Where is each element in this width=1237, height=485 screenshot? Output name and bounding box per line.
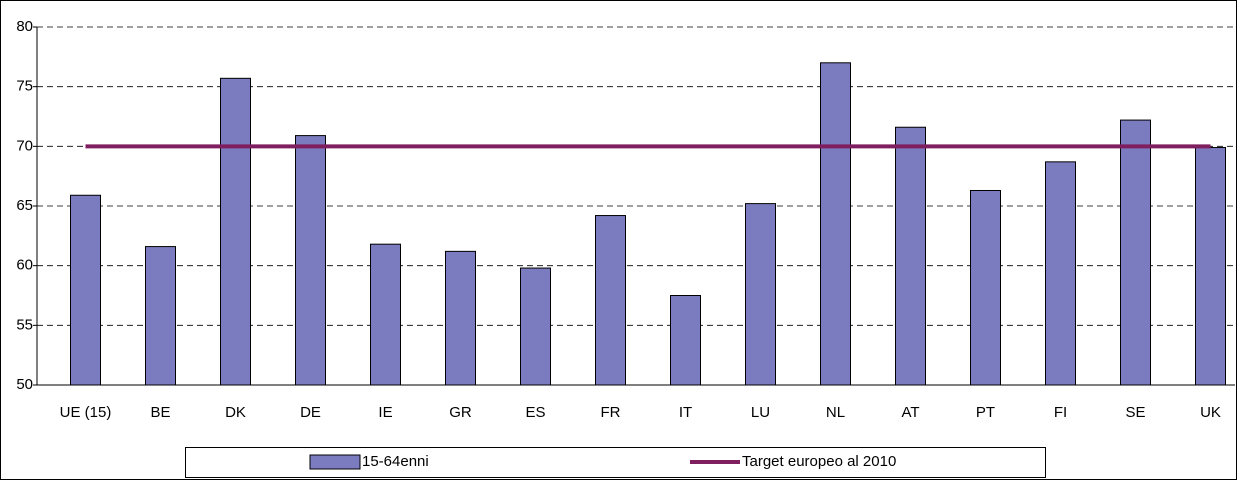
bar [1195,147,1226,386]
bar [670,295,701,386]
x-tick-label: GR [449,404,472,421]
x-tick-label: FI [1054,404,1067,421]
bar [370,243,401,386]
x-tick-label: ES [525,404,545,421]
x-tick-label: AT [901,404,919,421]
x-tick-label: UK [1200,404,1221,421]
bar [145,246,176,386]
y-tick-label: 80 [16,18,33,35]
x-tick-label: IT [679,404,692,421]
y-tick-label: 50 [16,376,33,393]
bar [745,203,776,386]
bar [445,250,476,386]
bar [1045,161,1076,386]
y-tick-label: 65 [16,197,33,214]
x-tick-label: PT [976,404,995,421]
legend-label: 15-64enni [362,453,429,470]
y-tick-label: 55 [16,316,33,333]
x-tick-label: FR [601,404,621,421]
x-tick-label: BE [150,404,170,421]
bar [70,194,101,386]
bar [595,215,626,386]
x-tick-label: IE [378,404,392,421]
bar [820,62,851,386]
y-tick-label: 70 [16,137,33,154]
x-tick-label: NL [826,404,845,421]
x-tick-label: DE [300,404,321,421]
y-tick-label: 60 [16,257,33,274]
x-tick-label: UE (15) [60,404,112,421]
bar [295,135,326,386]
legend-label: Target europeo al 2010 [742,453,896,470]
legend-swatch [309,454,361,470]
bar [1120,119,1151,386]
bar [520,267,551,386]
bar [970,189,1001,386]
x-tick-label: DK [225,404,246,421]
x-tick-label: SE [1125,404,1145,421]
bar [895,126,926,386]
x-tick-label: LU [751,404,770,421]
y-tick-label: 75 [16,78,33,95]
bar [220,77,251,386]
